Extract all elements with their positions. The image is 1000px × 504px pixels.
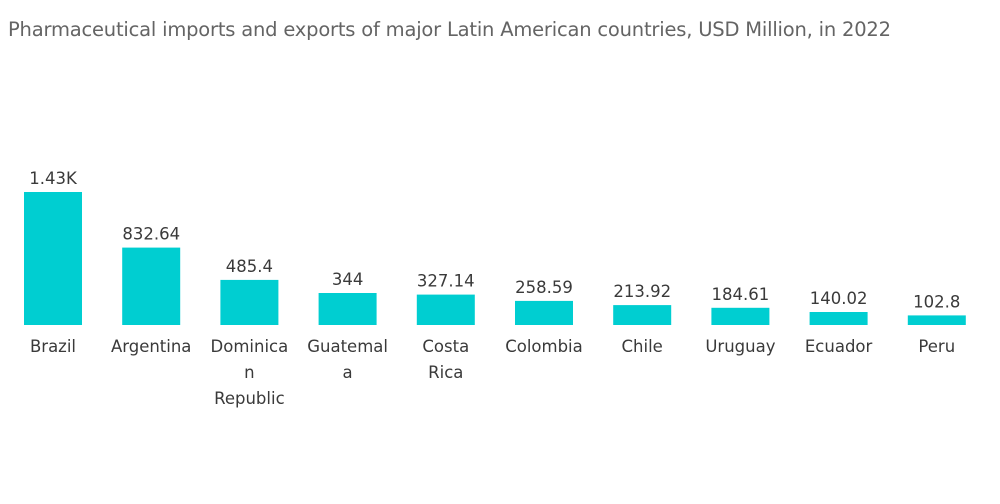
- value-label: 327.14: [417, 272, 475, 291]
- category-label: Colombia: [505, 337, 583, 356]
- bar-brazil: [24, 192, 82, 325]
- bar-colombia: [515, 300, 573, 325]
- category-label-line: Ecuador: [805, 337, 873, 356]
- bar-guatemala: [318, 293, 377, 325]
- bar-costa-rica: [416, 294, 475, 325]
- value-label: 485.4: [226, 257, 273, 276]
- category-label-line: Brazil: [30, 337, 76, 356]
- category-label: Costa Rica: [422, 337, 469, 382]
- category-label: Dominica n Republic: [211, 337, 289, 408]
- category-label: Uruguay: [705, 337, 775, 356]
- category-label-line: a: [343, 363, 353, 382]
- value-label: 258.59: [515, 278, 573, 297]
- bar-chile: [613, 305, 672, 325]
- chart-title: Pharmaceutical imports and exports of ma…: [8, 18, 891, 41]
- value-label: 1.43K: [29, 169, 78, 188]
- value-label: 184.61: [712, 285, 770, 304]
- category-label-line: Chile: [622, 337, 663, 356]
- category-label-line: Costa: [422, 337, 469, 356]
- category-label: Argentina: [111, 337, 192, 356]
- category-label-line: Dominica: [211, 337, 289, 356]
- category-label-line: Peru: [918, 337, 955, 356]
- category-label: Chile: [622, 337, 663, 356]
- category-label: Peru: [918, 337, 955, 356]
- category-label: Ecuador: [805, 337, 873, 356]
- value-label: 140.02: [810, 289, 868, 308]
- bar-uruguay: [711, 307, 770, 325]
- category-label-line: Republic: [214, 389, 285, 408]
- value-label: 102.8: [913, 292, 960, 311]
- value-label: 832.64: [122, 225, 180, 244]
- value-label: 344: [332, 270, 364, 289]
- bar-ecuador: [809, 312, 868, 325]
- category-label: Brazil: [30, 337, 76, 356]
- category-label: Guatemal a: [307, 337, 388, 382]
- category-label-line: Rica: [428, 363, 463, 382]
- bar-peru: [907, 315, 966, 325]
- category-label-line: Colombia: [505, 337, 583, 356]
- category-label-line: Argentina: [111, 337, 192, 356]
- category-label-line: n: [244, 363, 254, 382]
- bar-argentina: [122, 247, 181, 325]
- bar-dominican-republic: [220, 279, 279, 325]
- category-label-line: Guatemal: [307, 337, 388, 356]
- value-label: 213.92: [613, 282, 671, 301]
- category-label-line: Uruguay: [705, 337, 775, 356]
